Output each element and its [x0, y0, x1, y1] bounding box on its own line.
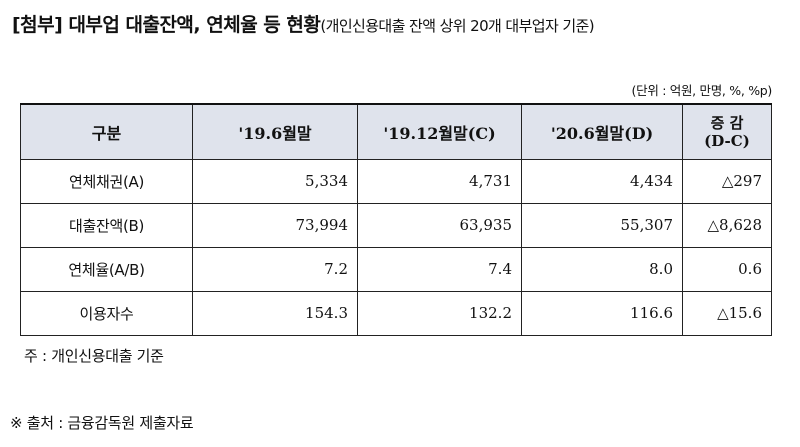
cell-value: 8.0	[521, 246, 683, 292]
header-change-formula: (D-C)	[704, 131, 750, 150]
header-2020-june: '20.6월말(D)	[521, 103, 683, 160]
cell-value: 132.2	[357, 290, 522, 336]
header-2019-june: '19.6월말	[192, 103, 358, 160]
cell-value: 7.2	[192, 246, 358, 292]
cell-value: 63,935	[357, 202, 522, 248]
table-header-row: 구분 '19.6월말 '19.12월말(C) '20.6월말(D) 증 감 (D…	[20, 103, 772, 160]
cell-value: 7.4	[357, 246, 522, 292]
table-row: 이용자수 154.3 132.2 116.6 △15.6	[20, 290, 772, 336]
table-row: 대출잔액(B) 73,994 63,935 55,307 △8,628	[20, 202, 772, 248]
cell-value: 4,434	[521, 158, 683, 204]
row-label: 연체율(A/B)	[20, 246, 193, 292]
cell-value: 73,994	[192, 202, 358, 248]
table-footnote: 주 : 개인신용대출 기준	[24, 347, 164, 365]
table-row: 연체채권(A) 5,334 4,731 4,434 △297	[20, 158, 772, 204]
title-subtitle: (개인신용대출 잔액 상위 20개 대부업자 기준)	[320, 17, 595, 35]
row-label: 이용자수	[20, 290, 193, 336]
cell-value: 154.3	[192, 290, 358, 336]
cell-change: △15.6	[682, 290, 772, 336]
row-label: 대출잔액(B)	[20, 202, 193, 248]
source-note: ※ 출처 : 금융감독원 제출자료	[10, 414, 194, 432]
cell-change: 0.6	[682, 246, 772, 292]
header-change-label: 증 감	[710, 113, 744, 132]
header-category: 구분	[20, 103, 193, 160]
table-row: 연체율(A/B) 7.2 7.4 8.0 0.6	[20, 246, 772, 292]
cell-change: △8,628	[682, 202, 772, 248]
row-label: 연체채권(A)	[20, 158, 193, 204]
document-title: [첨부] 대부업 대출잔액, 연체율 등 현황(개인신용대출 잔액 상위 20개…	[12, 10, 595, 37]
unit-label: (단위 : 억원, 만명, %, %p)	[631, 83, 773, 98]
cell-change: △297	[682, 158, 772, 204]
cell-value: 55,307	[521, 202, 683, 248]
cell-value: 4,731	[357, 158, 522, 204]
cell-value: 5,334	[192, 158, 358, 204]
header-2019-december: '19.12월말(C)	[357, 103, 522, 160]
cell-value: 116.6	[521, 290, 683, 336]
header-change: 증 감 (D-C)	[682, 103, 772, 160]
title-main: [첨부] 대부업 대출잔액, 연체율 등 현황	[12, 14, 321, 36]
status-table: 구분 '19.6월말 '19.12월말(C) '20.6월말(D) 증 감 (D…	[20, 103, 772, 336]
